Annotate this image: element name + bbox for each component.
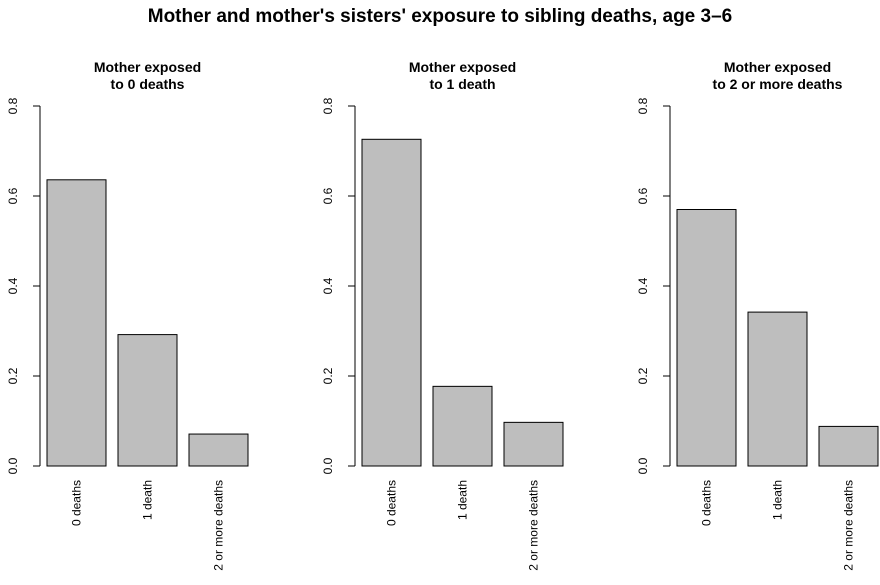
y-tick-label-3-2: 0.2 <box>636 367 650 384</box>
y-tick-label-1-5: 0.8 <box>6 97 20 114</box>
category-label-2-3: 2 or more deaths <box>527 480 541 571</box>
chart-title: Mother and mother's sisters' exposure to… <box>147 6 733 27</box>
y-tick-label-1-3: 0.4 <box>6 277 20 294</box>
y-tick-label-2-1: 0.0 <box>321 457 335 474</box>
y-tick-label-3-1: 0.0 <box>636 457 650 474</box>
bar-2-1 <box>361 138 422 467</box>
category-label-2-2: 1 death <box>456 480 470 520</box>
panel-title-3-line-2: to 2 or more deaths <box>713 76 843 92</box>
y-tick-label-3-5: 0.8 <box>636 97 650 114</box>
panel-title-2-line-2: to 1 death <box>429 76 495 92</box>
bar-1-2 <box>117 334 178 467</box>
y-tick-label-1-2: 0.2 <box>6 367 20 384</box>
panel-title-1-line-1: Mother exposed <box>94 59 201 75</box>
bar-3-2 <box>747 311 808 467</box>
y-tick-label-3-3: 0.4 <box>636 277 650 294</box>
y-tick-label-2-5: 0.8 <box>321 97 335 114</box>
bar-1-1 <box>46 179 107 467</box>
y-tick-label-2-4: 0.6 <box>321 187 335 204</box>
category-label-1-1: 0 deaths <box>70 480 84 526</box>
bar-3-3 <box>818 425 879 467</box>
panel-title-2-line-1: Mother exposed <box>409 59 516 75</box>
y-tick-label-1-4: 0.6 <box>6 187 20 204</box>
panel-title-1-line-2: to 0 deaths <box>111 76 185 92</box>
category-label-3-1: 0 deaths <box>700 480 714 526</box>
bar-1-3 <box>188 433 249 467</box>
bar-3-1 <box>676 209 737 467</box>
panel-title-3-line-1: Mother exposed <box>724 59 831 75</box>
bar-2-2 <box>432 385 493 467</box>
category-label-3-3: 2 or more deaths <box>842 480 856 571</box>
category-label-1-2: 1 death <box>141 480 155 520</box>
bar-2-3 <box>503 421 564 467</box>
y-tick-label-2-3: 0.4 <box>321 277 335 294</box>
y-tick-label-2-2: 0.2 <box>321 367 335 384</box>
y-tick-label-3-4: 0.6 <box>636 187 650 204</box>
category-label-1-3: 2 or more deaths <box>212 480 226 571</box>
category-label-2-1: 0 deaths <box>385 480 399 526</box>
category-label-3-2: 1 death <box>771 480 785 520</box>
y-tick-label-1-1: 0.0 <box>6 457 20 474</box>
